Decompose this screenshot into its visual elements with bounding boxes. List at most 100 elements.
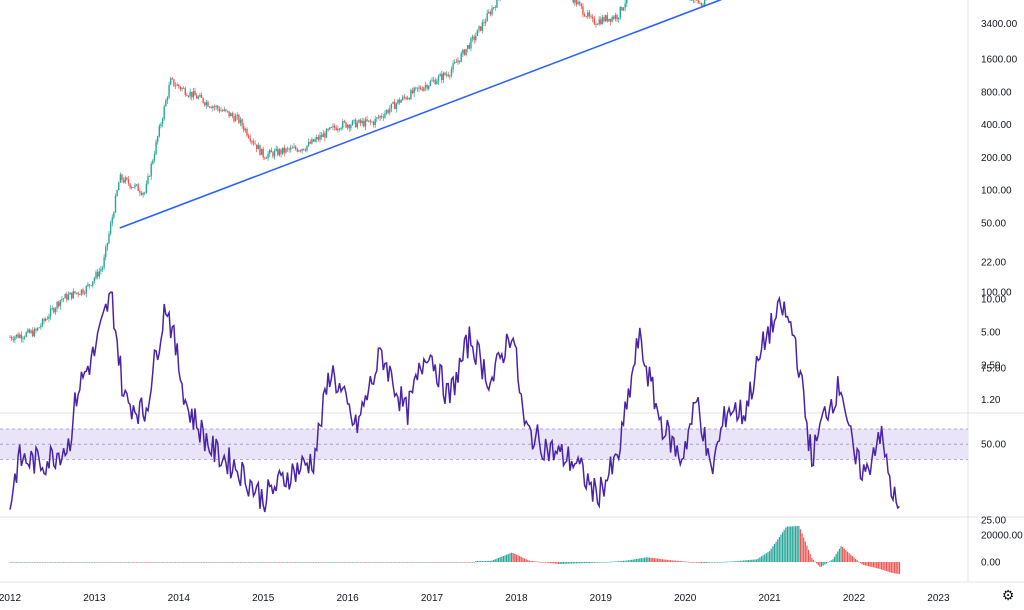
histogram-bar [486,560,488,562]
candle-body [168,84,170,98]
candle-body [182,87,185,89]
histogram-bar [321,562,323,563]
gear-icon[interactable]: ⚙ [1001,588,1015,604]
candle-body [132,187,135,188]
price-axis-label: 1.20 [981,395,1001,406]
histogram-bar [689,561,691,563]
candle-body [118,182,120,190]
candle-body [186,95,188,97]
candle-body [43,319,45,321]
histogram-bar [79,561,81,563]
histogram-bar [730,561,732,563]
histogram-bar [653,558,655,562]
histogram-bar [61,562,63,563]
histogram-bar [296,561,298,563]
histogram-bar [858,561,860,563]
candle-body [83,293,86,295]
histogram-bar [541,562,543,563]
candle-body [368,120,370,122]
histogram-bar [252,561,255,563]
histogram-axis-label: 0.00 [981,558,1001,569]
histogram-bar [155,562,157,563]
histogram-bar [791,526,793,562]
histogram-bar [114,561,117,563]
histogram-bar [358,561,360,563]
histogram-bar [424,562,427,563]
candle-body [319,135,321,140]
histogram-bar [235,561,237,563]
histogram-bar [62,561,65,563]
candle-body [441,74,443,80]
histogram-bar [152,562,154,563]
histogram-bar [678,560,680,562]
histogram-bar [624,560,626,562]
candle-body [14,336,16,341]
candle-body [22,337,24,339]
histogram-bar [743,560,745,562]
candle-body [259,145,261,155]
price-axis-label: 100.00 [981,186,1012,197]
candle-body [51,308,53,309]
histogram-bar [723,561,725,563]
histogram-bar [475,560,477,562]
histogram-bar [634,559,636,562]
time-axis-label: 2023 [927,593,950,604]
histogram-bar [809,553,811,562]
histogram-bar [799,529,802,562]
candle-body [93,278,96,282]
candle-series [9,0,707,344]
histogram-bar [671,560,673,562]
candle-body [405,97,407,100]
histogram-bar [137,562,139,563]
histogram-bar [618,561,620,562]
candle-body [416,87,419,89]
candle-body [166,97,169,101]
candle-body [384,113,386,118]
candle-body [316,136,318,140]
candle-body [272,152,274,157]
histogram-bar [390,561,393,563]
histogram-bar [717,562,719,563]
candle-body [288,148,290,150]
histogram-bar [187,562,190,563]
candle-body [101,267,104,270]
histogram-bar [200,561,203,563]
candle-body [593,18,596,25]
histogram-bar [15,562,18,563]
histogram-bar [608,561,610,563]
histogram-bar [803,537,805,562]
candle-body [426,85,428,89]
candle-body [601,17,604,25]
candle-body [317,136,320,140]
histogram-bar [613,561,615,563]
histogram-bar [340,562,342,563]
candle-body [17,334,19,338]
candle-body [351,120,354,126]
histogram-bar [85,562,87,563]
candle-body [358,119,360,123]
candle-body [327,129,329,130]
histogram-bar [702,562,704,564]
candle-body [611,16,613,22]
candle-body [348,124,350,129]
histogram-bar [259,562,261,563]
candle-body [160,124,162,127]
candle-body [460,53,462,62]
histogram-bar [121,561,123,563]
histogram-bar [598,562,600,563]
histogram-bar [747,560,750,562]
candle-body [415,87,417,89]
histogram-bar [816,562,818,564]
histogram-bar [796,526,798,562]
histogram-bar [103,562,105,563]
histogram-bar [731,561,733,562]
candle-body [41,319,44,326]
histogram-bar [715,562,717,563]
histogram-bar [38,562,40,563]
candle-body [437,76,440,82]
histogram-bar [291,562,294,563]
histogram-bar [345,561,347,563]
histogram-bar [314,561,316,563]
price-axis-label: 1600.00 [981,55,1018,66]
